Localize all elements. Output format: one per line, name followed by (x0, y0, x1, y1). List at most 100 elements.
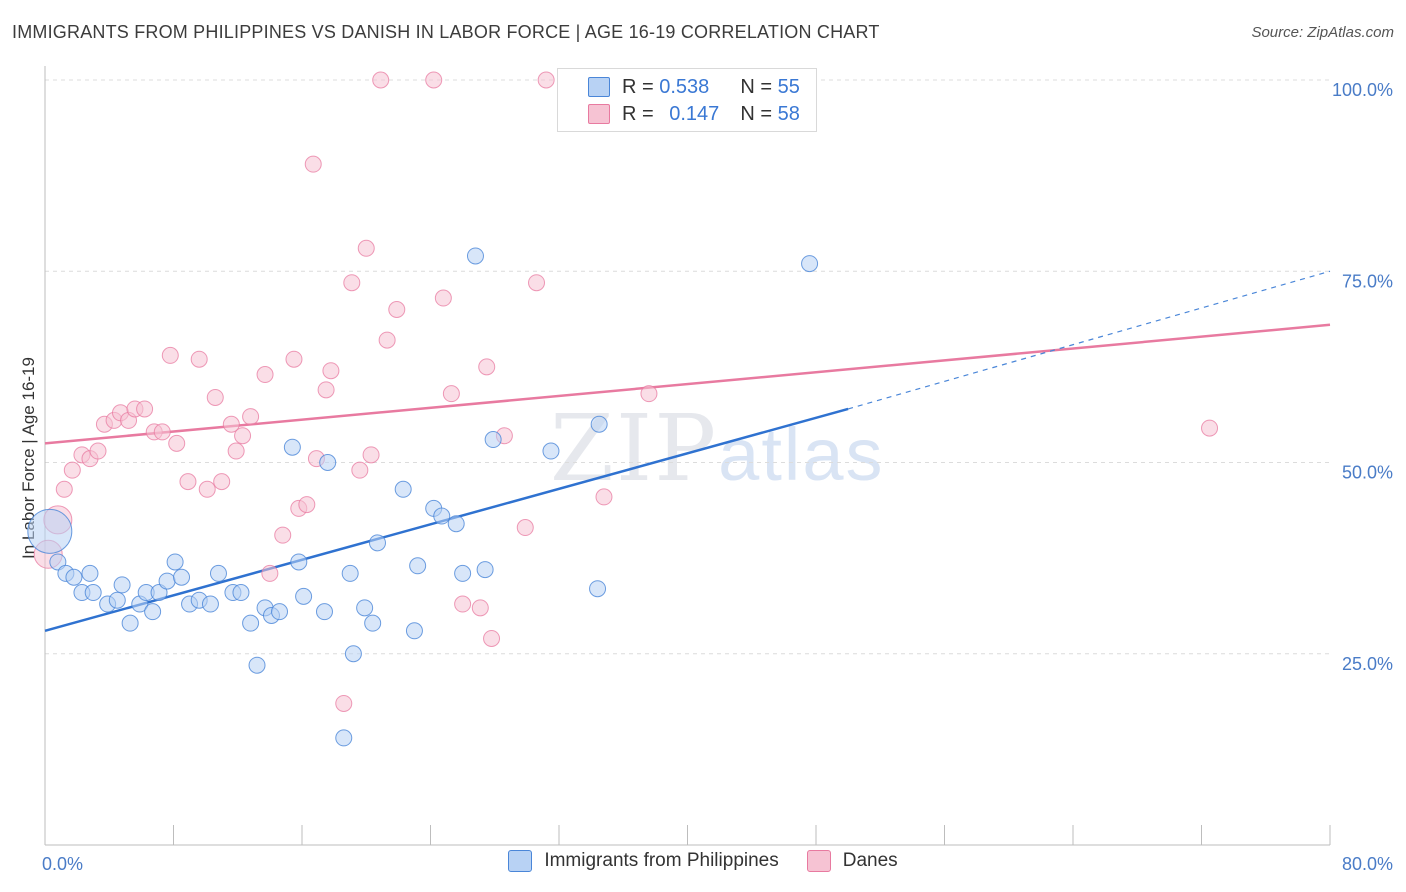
r-value: 0.147 (669, 102, 720, 125)
n-label: N = (740, 102, 773, 125)
philippines-point (158, 572, 176, 590)
philippines-points (27, 247, 819, 747)
grid-lines (45, 79, 1330, 655)
danes-point (434, 289, 452, 307)
danes-point (261, 564, 279, 582)
philippines-point (409, 557, 427, 575)
danes-point (442, 385, 460, 403)
y-tick-labels: 25.0% 50.0% 75.0% 100.0% (1332, 80, 1393, 674)
danes-swatch (588, 104, 610, 124)
philippines-point (248, 656, 266, 674)
philippines-trend-extension (847, 270, 1331, 410)
philippines-point (484, 431, 502, 449)
y-tick-label: 25.0% (1342, 654, 1393, 674)
philippines-point (27, 508, 73, 554)
n-value: 55 (777, 75, 800, 98)
philippines-point (242, 614, 260, 632)
legend-item-danes[interactable]: Danes (806, 850, 898, 872)
legend-row-danes: R = 0.147 N = 58 (558, 101, 800, 127)
danes-point (640, 385, 658, 403)
x-tick-label: 0.0% (42, 854, 83, 874)
danes-point (136, 400, 154, 418)
danes-point (161, 346, 179, 364)
r-label: R = (622, 102, 654, 125)
danes-point (362, 446, 380, 464)
danes-point (388, 301, 406, 318)
danes-point (256, 366, 274, 384)
danes-point (351, 461, 369, 479)
danes-point (425, 71, 443, 89)
philippines-point (454, 564, 472, 582)
danes-point (89, 442, 107, 460)
philippines-point (290, 553, 308, 571)
philippines-point (108, 591, 126, 609)
philippines-point (341, 564, 359, 582)
philippines-point (209, 564, 227, 582)
danes-point (63, 461, 81, 479)
philippines-point (295, 587, 313, 605)
danes-point (179, 473, 197, 491)
philippines-swatch (508, 850, 533, 872)
philippines-point (201, 595, 219, 613)
philippines-point (319, 454, 337, 471)
r-label: R = (622, 75, 654, 98)
legend-label-danes: Danes (842, 850, 898, 871)
danes-point (227, 442, 245, 460)
philippines-point (801, 255, 819, 273)
danes-point (206, 388, 224, 406)
philippines-point (344, 645, 362, 663)
philippines-point (121, 614, 139, 632)
philippines-point (466, 247, 484, 265)
r-value: 0.538 (659, 75, 710, 98)
danes-point (242, 408, 260, 426)
chart-title: IMMIGRANTS FROM PHILIPPINES VS DANISH IN… (12, 22, 880, 42)
legend-item-philippines[interactable]: Immigrants from Philippines (508, 850, 779, 872)
danes-point (335, 694, 353, 712)
philippines-point (81, 564, 99, 582)
philippines-point (590, 415, 608, 433)
danes-point (322, 362, 340, 380)
danes-point (298, 496, 316, 514)
n-value: 58 (777, 102, 800, 125)
x-tick-label: 80.0% (1342, 854, 1393, 874)
watermark-atlas: atlas (718, 413, 885, 496)
danes-point (483, 629, 501, 647)
danes-point (454, 595, 472, 613)
philippines-point (166, 553, 184, 571)
danes-point (357, 239, 375, 257)
danes-point (168, 434, 186, 452)
danes-point (285, 350, 303, 368)
n-label: N = (740, 75, 773, 98)
philippines-point (433, 507, 451, 525)
y-tick-label: 75.0% (1342, 271, 1393, 291)
y-axis-label: In Labor Force | Age 16-19 (19, 357, 38, 559)
danes-point (471, 599, 489, 617)
x-tick-labels: 0.0% 80.0% (42, 854, 1393, 874)
philippines-swatch (588, 77, 610, 97)
philippines-point (364, 614, 382, 632)
danes-point (153, 423, 171, 441)
philippines-point (65, 568, 83, 586)
philippines-point (113, 576, 131, 594)
philippines-point (589, 580, 607, 598)
philippines-point (542, 442, 560, 460)
philippines-point (335, 729, 353, 747)
danes-point (198, 480, 216, 498)
y-tick-label: 50.0% (1342, 463, 1393, 483)
danes-point (234, 427, 252, 445)
danes-point (190, 350, 208, 368)
danes-point (378, 331, 396, 349)
danes-point (372, 71, 390, 89)
danes-point (55, 480, 73, 498)
danes-point (343, 274, 361, 292)
philippines-point (447, 515, 465, 533)
danes-point (274, 526, 292, 544)
philippines-point (476, 561, 494, 579)
danes-point (222, 415, 240, 433)
danes-point (595, 488, 613, 506)
y-tick-label: 100.0% (1332, 80, 1393, 100)
danes-trend-line (44, 323, 1331, 445)
philippines-point (84, 584, 102, 602)
danes-points (33, 71, 1219, 712)
